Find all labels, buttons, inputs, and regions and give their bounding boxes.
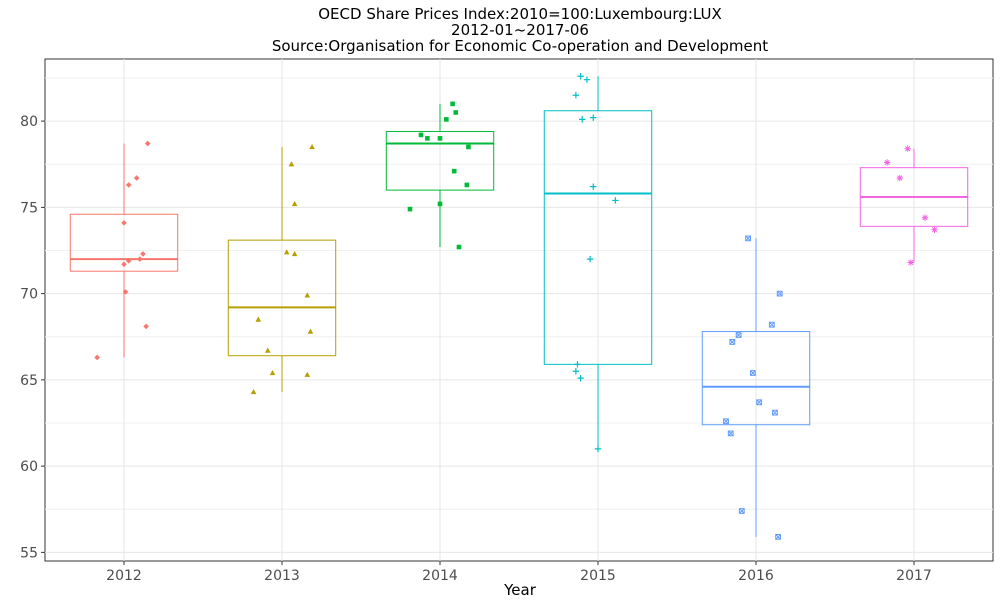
data-point [125, 182, 132, 188]
data-point [309, 143, 315, 150]
data-point [264, 347, 271, 353]
data-point [444, 117, 449, 122]
box-2015 [543, 110, 653, 365]
chart-subtitle: 2012-01~2017-06 [451, 21, 589, 39]
data-point [583, 76, 591, 83]
data-point [269, 369, 276, 376]
data-point [590, 114, 597, 121]
data-point [140, 251, 146, 257]
data-point [137, 256, 143, 262]
data-point [574, 361, 581, 368]
data-point [612, 197, 619, 204]
data-point [775, 533, 782, 540]
data-point [772, 409, 778, 416]
data-point [304, 292, 311, 298]
box-2014 [385, 130, 495, 191]
data-point [133, 175, 140, 181]
data-point [121, 220, 127, 226]
data-point [579, 116, 586, 123]
data-point [735, 332, 742, 338]
data-point [590, 183, 597, 190]
data-point [896, 174, 903, 182]
data-point [425, 136, 430, 141]
x-tick-label: 2014 [422, 568, 458, 584]
y-tick-label: 80 [20, 114, 38, 130]
data-point [768, 321, 775, 328]
data-point [437, 136, 443, 141]
data-point [572, 92, 580, 99]
x-tick-label: 2012 [106, 568, 142, 584]
data-point [904, 145, 911, 152]
x-tick-label: 2016 [738, 568, 774, 584]
data-point [288, 161, 295, 167]
data-point [122, 289, 129, 295]
data-point [745, 235, 751, 242]
y-tick-label: 75 [20, 200, 38, 216]
box-2016 [701, 331, 811, 426]
data-point [883, 159, 891, 166]
data-point [291, 200, 298, 207]
data-point [921, 214, 929, 221]
plot-area: 55 60 65 70 75 80 2012 2013 2014 2015 2016 2017 [20, 58, 994, 584]
data-point [727, 430, 734, 437]
data-point [94, 354, 100, 361]
data-point [776, 290, 783, 297]
data-point [143, 323, 149, 330]
data-point [144, 140, 151, 147]
x-tick-label: 2015 [580, 568, 616, 584]
y-tick-label: 65 [20, 373, 38, 389]
data-point [451, 168, 457, 174]
data-point [304, 371, 311, 377]
box-2012 [69, 213, 179, 272]
data-point [283, 249, 290, 255]
y-tick-label: 60 [20, 459, 38, 475]
data-point [749, 370, 756, 376]
data-point [466, 144, 471, 150]
data-point [255, 316, 262, 322]
y-tick-label: 55 [20, 545, 38, 561]
data-point [464, 182, 470, 188]
x-tick-label: 2017 [896, 568, 932, 584]
data-point [738, 508, 745, 514]
data-point [577, 73, 584, 80]
chart-title: OECD Share Prices Index:2010=100:Luxembo… [318, 5, 721, 23]
data-point [250, 388, 257, 395]
data-point [594, 445, 602, 453]
data-point [756, 399, 763, 406]
data-point [907, 259, 915, 266]
data-point [437, 201, 443, 207]
data-point [723, 418, 729, 425]
data-point [453, 110, 459, 115]
box-2013 [227, 239, 337, 357]
data-point [407, 206, 413, 212]
chart-source: Source:Organisation for Economic Co-oper… [272, 37, 768, 55]
data-point [121, 261, 127, 268]
data-point [291, 250, 298, 257]
data-point [931, 226, 938, 233]
data-point [125, 258, 132, 264]
data-point [307, 328, 314, 334]
data-point [450, 101, 455, 107]
data-point [729, 339, 736, 345]
x-axis-title: Year [503, 581, 537, 599]
data-point [456, 244, 462, 250]
data-point [572, 368, 580, 375]
plot-panel [44, 58, 994, 562]
data-point [418, 132, 424, 138]
x-tick-label: 2013 [264, 568, 300, 584]
data-point [586, 255, 594, 263]
y-tick-label: 70 [20, 287, 38, 303]
data-point [577, 374, 584, 382]
